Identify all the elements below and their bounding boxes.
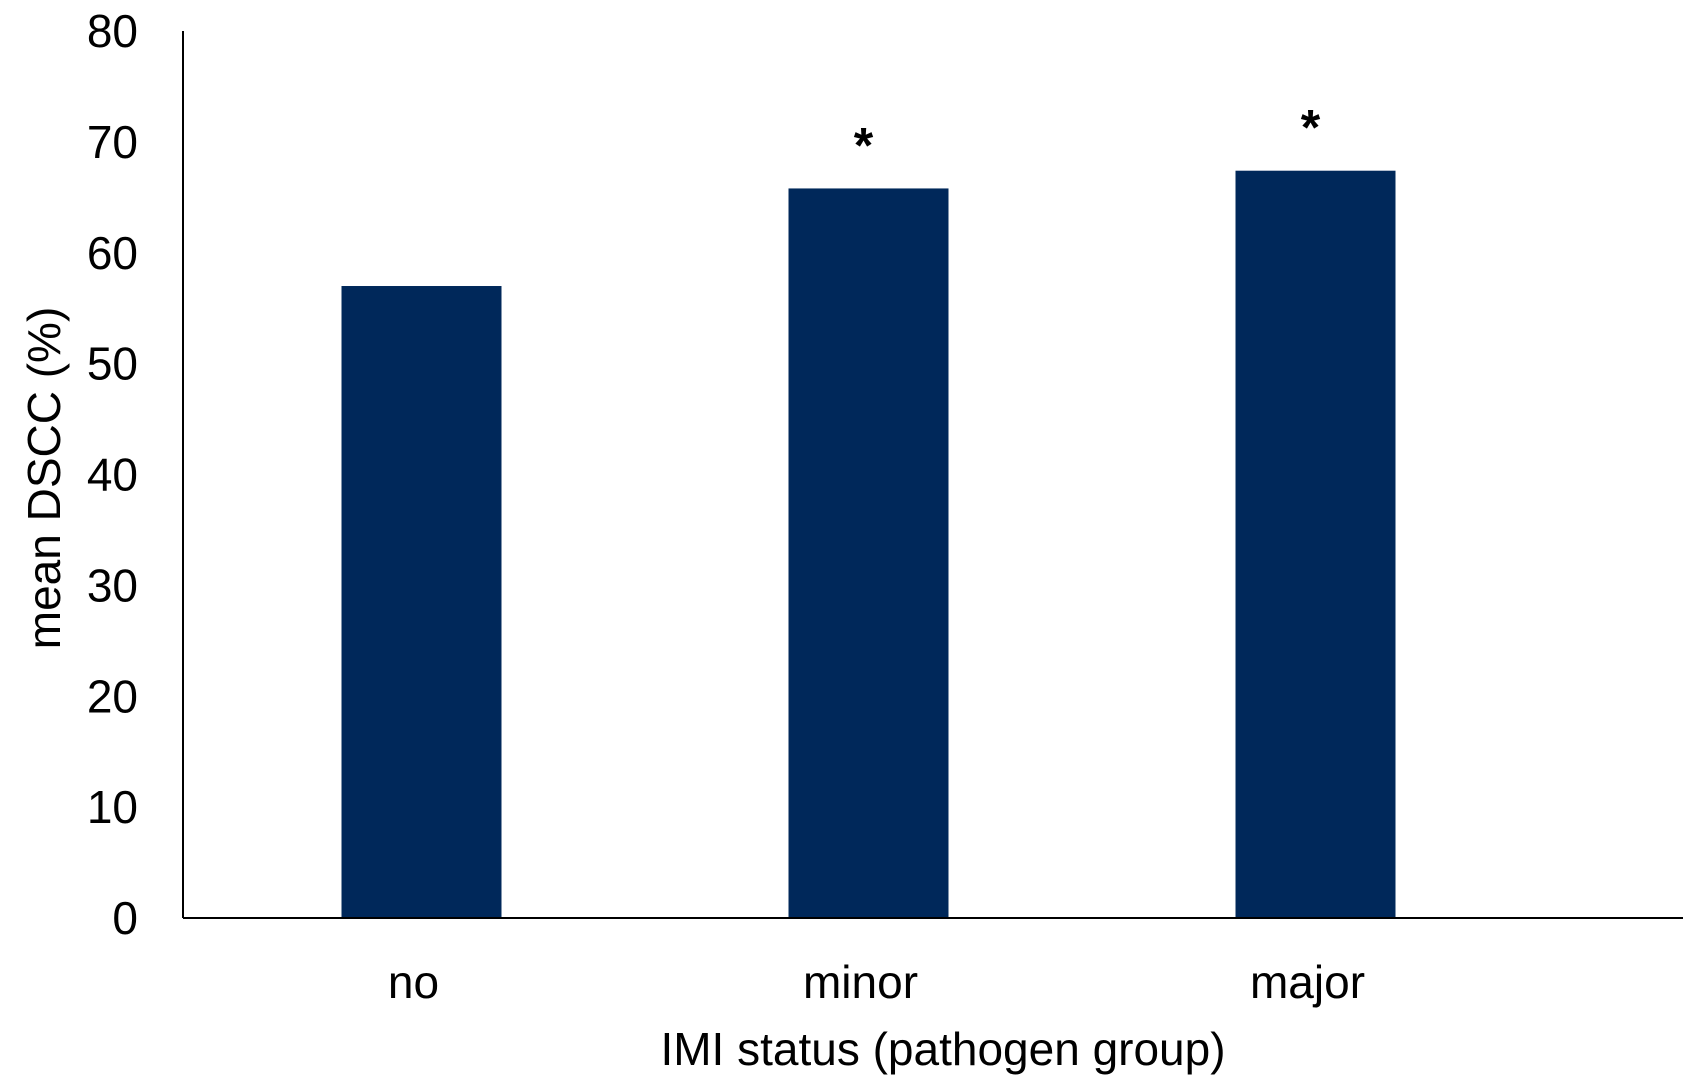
significance-annotations: * * bbox=[854, 100, 1321, 174]
y-tick-label: 60 bbox=[87, 227, 138, 279]
y-tick-label: 50 bbox=[87, 338, 138, 390]
bar-minor bbox=[788, 188, 949, 918]
x-tick-label: minor bbox=[803, 956, 918, 1008]
y-tick-label: 80 bbox=[87, 5, 138, 57]
x-tick-label: no bbox=[388, 956, 439, 1008]
y-tick-label: 20 bbox=[87, 670, 138, 722]
x-tick-label: major bbox=[1250, 956, 1365, 1008]
y-tick-label: 0 bbox=[112, 892, 138, 944]
bar-no bbox=[341, 286, 502, 918]
y-tick-label: 30 bbox=[87, 559, 138, 611]
x-axis-tick-labels: no minor major bbox=[388, 956, 1365, 1008]
bar-major bbox=[1235, 170, 1396, 918]
y-axis-title: mean DSCC (%) bbox=[18, 307, 70, 650]
y-axis-ticks: 0 10 20 30 40 50 60 70 80 bbox=[87, 5, 138, 944]
significance-marker: * bbox=[1301, 100, 1321, 156]
y-tick-label: 40 bbox=[87, 449, 138, 501]
significance-marker: * bbox=[854, 117, 874, 173]
bars bbox=[341, 170, 1396, 918]
y-tick-label: 10 bbox=[87, 781, 138, 833]
y-tick-label: 70 bbox=[87, 116, 138, 168]
x-axis-title: IMI status (pathogen group) bbox=[660, 1023, 1225, 1075]
